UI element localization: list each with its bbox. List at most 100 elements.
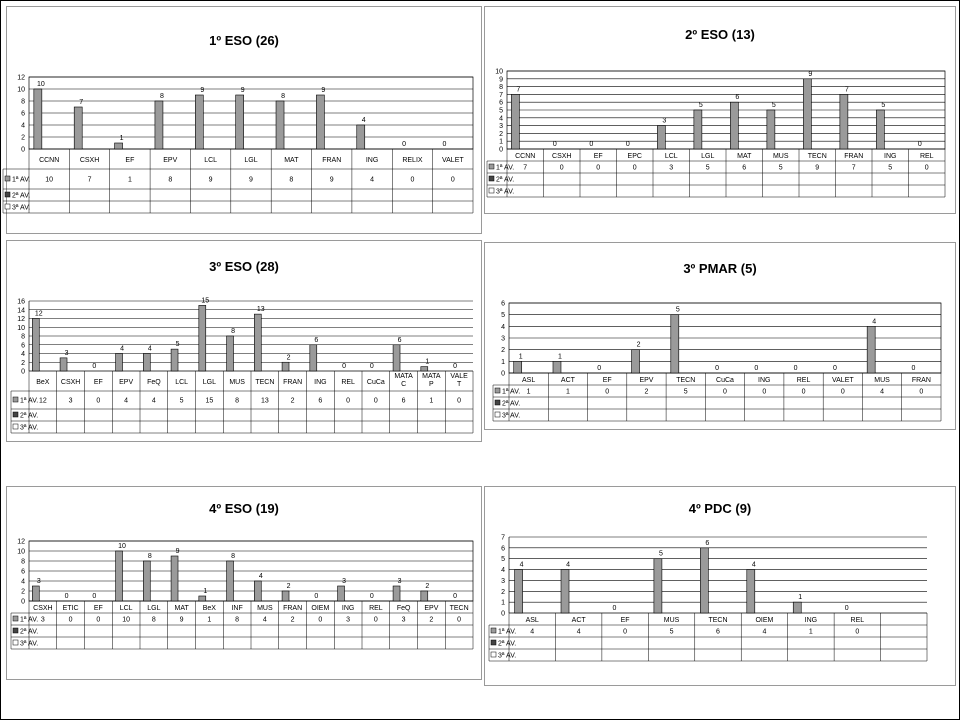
bar [766, 109, 776, 150]
x-tick-label: MATA [394, 373, 413, 380]
legend-label: 2ª AV. [12, 193, 30, 200]
chart-svg: 0 1 2 3 4 5 6 7 4 4 0 5 6 4 1 0 ASL ACT EF MUS TECN OIEM ING RE… [488, 535, 928, 662]
table-value: 0 [841, 389, 845, 396]
table-value: 6 [318, 398, 322, 405]
table-value: 6 [402, 398, 406, 405]
x-tick-label: FeQ [147, 379, 161, 386]
bar [254, 580, 262, 602]
legend-label: 3ª AV. [502, 413, 520, 420]
y-tick-label: 12 [17, 539, 25, 546]
x-tick-label: LCL [665, 153, 678, 160]
x-tick-label: REL [341, 379, 355, 386]
data-label: 0 [911, 365, 915, 372]
chart-title: 3º PMAR (5) [683, 261, 757, 276]
x-tick-label: ACT [572, 617, 587, 624]
x-tick-label: OIEM [755, 617, 773, 624]
table-value: 2 [291, 398, 295, 405]
legend-marker [490, 639, 497, 646]
y-tick-label: 1 [499, 139, 503, 146]
x-tick-label: MUS [257, 605, 273, 612]
x-tick-label: LCL [175, 379, 188, 386]
x-tick-label: LCL [204, 157, 217, 164]
data-label: 1 [558, 353, 562, 360]
data-label: 5 [659, 551, 663, 558]
table-value: 0 [925, 165, 929, 172]
data-label: 7 [516, 86, 520, 93]
table-value: 8 [152, 617, 156, 624]
legend-label: 1ª AV. [20, 398, 38, 405]
x-tick-label: LGL [244, 157, 257, 164]
y-tick-label: 2 [501, 589, 505, 596]
table-value: 9 [330, 177, 334, 184]
chart-panel-3pmar: 3º PMAR (5) 0 1 2 3 4 5 6 1 1 0 2 5 0 0 0 0 4 0 ASL ACT EF EP… [484, 242, 956, 430]
x-tick-label: REL [369, 605, 383, 612]
bar [693, 109, 703, 150]
data-label: 4 [520, 562, 524, 569]
table-value: 0 [605, 389, 609, 396]
x-tick-label: ING [366, 157, 378, 164]
bar [143, 560, 151, 602]
x-tick-label: ETIC [63, 605, 79, 612]
x-tick-label: RELIX [402, 157, 423, 164]
y-tick-label: 9 [499, 76, 503, 83]
bar [198, 595, 207, 602]
x-tick-label: TECN [676, 377, 695, 384]
x-tick-label: ING [805, 617, 817, 624]
legend-marker [490, 627, 497, 634]
y-tick-label: 8 [499, 84, 503, 91]
x-tick-label: FRAN [283, 605, 302, 612]
y-tick-label: 2 [499, 131, 503, 138]
y-tick-label: 4 [501, 324, 505, 331]
bar [33, 88, 43, 150]
table-value: 5 [670, 629, 674, 636]
legend-label: 3ª AV. [20, 425, 38, 432]
x-tick-label: EPV [119, 379, 133, 386]
table-value: 0 [723, 389, 727, 396]
data-label: 15 [201, 297, 209, 304]
table-value: 13 [261, 398, 269, 405]
data-label: 0 [794, 365, 798, 372]
bar [420, 590, 429, 602]
table-value: 2 [429, 617, 433, 624]
legend-label: 1ª AV. [496, 165, 514, 172]
data-label: 6 [314, 337, 318, 344]
data-label: 5 [881, 102, 885, 109]
bar [356, 124, 366, 150]
chart-panel-2eso: 2º ESO (13) 0 1 2 3 4 5 6 7 8 9 10 7 0 0 0 3 5 6 5 9 7 5 0 CCNN… [484, 6, 956, 214]
chart-title: 1º ESO (26) [209, 33, 279, 48]
legend-marker [488, 175, 495, 182]
bar [254, 313, 262, 372]
legend-marker [494, 387, 501, 394]
table-value: 3 [346, 617, 350, 624]
chart-title: 3º ESO (28) [209, 259, 279, 274]
data-label: 8 [148, 553, 152, 560]
data-label: 0 [553, 141, 557, 148]
data-label: 2 [287, 583, 291, 590]
legend-marker [4, 175, 11, 182]
data-label: 1 [203, 588, 207, 595]
data-label: 4 [120, 346, 124, 353]
legend-marker [488, 187, 495, 194]
data-label: 2 [425, 583, 429, 590]
bar [746, 569, 756, 614]
bar [59, 357, 68, 372]
legend-label: 1ª AV. [12, 177, 30, 184]
x-tick-label: LCL [120, 605, 133, 612]
legend-label: 3ª AV. [20, 641, 38, 648]
y-tick-label: 6 [501, 545, 505, 552]
data-label: 3 [65, 350, 69, 357]
data-label: 7 [79, 99, 83, 106]
y-tick-label: 6 [499, 100, 503, 107]
data-label: 6 [735, 94, 739, 101]
y-tick-label: 0 [21, 147, 25, 154]
data-label: 0 [402, 141, 406, 148]
legend-label: 3ª AV. [12, 205, 30, 212]
table-value: 8 [235, 398, 239, 405]
data-label: 0 [845, 605, 849, 612]
x-tick-label: CSXH [80, 157, 99, 164]
table-value: 0 [623, 629, 627, 636]
bar [839, 94, 849, 150]
data-label: 0 [589, 141, 593, 148]
y-tick-label: 12 [17, 75, 25, 82]
